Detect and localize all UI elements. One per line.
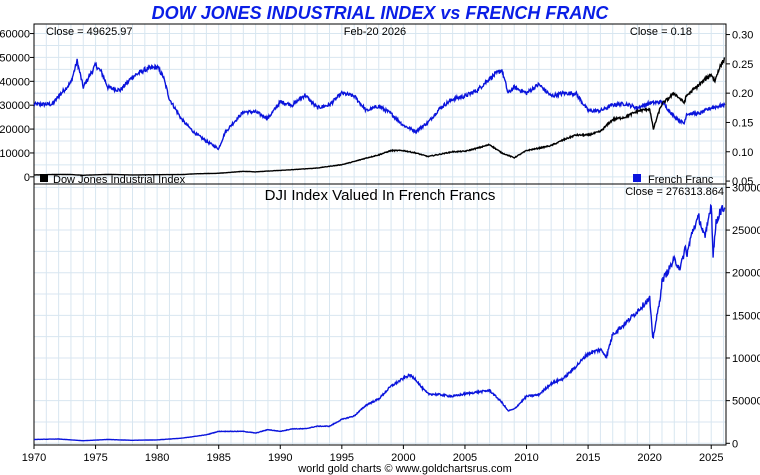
y-left-tick-label: 50000	[0, 52, 30, 64]
legend-dji-swatch	[40, 174, 48, 182]
y-bottom-tick-label: 250000	[732, 225, 760, 237]
y-left-tick-label: 10000	[0, 148, 30, 160]
x-tick-label: 2010	[514, 452, 538, 464]
close-left-label: Close = 49625.97	[46, 26, 133, 38]
grid-layer	[34, 24, 726, 445]
panel-2-title: DJI Index Valued In French Francs	[265, 187, 496, 204]
y-left-tick-label: 60000	[0, 29, 30, 41]
y-right-tick-label: 0.20	[732, 88, 753, 100]
y-left-tick-label: 30000	[0, 100, 30, 112]
legend-franc-swatch	[633, 174, 641, 182]
y-right-tick-label: 0.30	[732, 30, 753, 42]
y-bottom-tick-label: 200000	[732, 268, 760, 280]
series-layer	[33, 57, 726, 442]
y-left-tick-label: 0	[24, 172, 30, 184]
y-bottom-tick-label: 0	[732, 438, 738, 450]
x-tick-label: 2020	[637, 452, 661, 464]
y-left-tick-label: 20000	[0, 124, 30, 136]
frame-layer	[33, 23, 727, 446]
series-line-dji-in-francs	[33, 203, 726, 442]
legend-franc-label: French Franc	[648, 174, 714, 186]
y-bottom-tick-label: 100000	[732, 353, 760, 365]
y-right-tick-label: 0.05	[732, 176, 753, 188]
x-tick-label: 2015	[576, 452, 600, 464]
y-right-tick-label: 0.15	[732, 117, 753, 129]
close-right-label: Close = 0.18	[630, 26, 692, 38]
x-tick-label: 2025	[699, 452, 723, 464]
bottom-panel-frame	[33, 183, 727, 446]
close-panel-2-label: Close = 276313.864	[625, 186, 724, 198]
x-tick-label: 1985	[206, 452, 230, 464]
ticks-layer: 1970 1975 1980 1985 1990 1995 2000 2005 2010 2015…	[0, 29, 760, 464]
x-tick-label: 1970	[22, 452, 46, 464]
y-bottom-tick-label: 300000	[732, 182, 760, 194]
x-tick-label: 1980	[145, 452, 169, 464]
chart-title: DOW JONES INDUSTRIAL INDEX vs FRENCH FRA…	[152, 3, 610, 23]
legend-dji-label: Dow Jones Industrial Index	[53, 174, 186, 186]
footer-credit: world gold charts © www.goldchartsrus.co…	[297, 463, 512, 475]
y-bottom-tick-label: 150000	[732, 310, 760, 322]
top-panel-frame	[33, 23, 727, 185]
y-right-tick-label: 0.10	[732, 147, 753, 159]
x-tick-label: 2005	[453, 452, 477, 464]
x-tick-label: 1995	[330, 452, 354, 464]
x-tick-label: 2000	[391, 452, 415, 464]
series-line-french-franc	[33, 58, 726, 151]
series-line-dow-jones	[33, 57, 726, 176]
x-tick-label: 1975	[83, 452, 107, 464]
x-tick-label: 1990	[268, 452, 292, 464]
y-bottom-tick-label: 50000	[732, 396, 760, 408]
y-right-tick-label: 0.25	[732, 59, 753, 71]
y-left-tick-label: 40000	[0, 76, 30, 88]
date-label: Feb-20 2026	[344, 26, 406, 38]
